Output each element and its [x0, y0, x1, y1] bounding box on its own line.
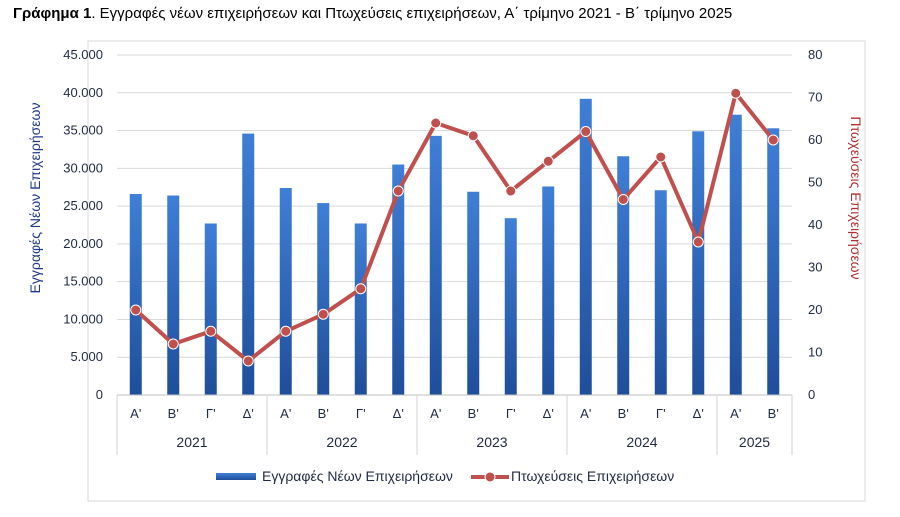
legend: Εγγραφές Νέων Επιχειρήσεων Πτωχεύσεις Επι… — [216, 468, 674, 484]
category-label: Β' — [618, 406, 629, 421]
line-point — [205, 325, 217, 337]
legend-label-line: Πτωχεύσεις Επιχειρήσεων — [511, 468, 674, 484]
year-label: 2023 — [476, 434, 507, 450]
line-point — [280, 325, 292, 337]
category-label: Γ' — [656, 406, 666, 421]
legend-label-bar: Εγγραφές Νέων Επιχειρήσεων — [262, 468, 453, 484]
category-label: Β' — [168, 406, 179, 421]
left-tick-label: 10.000 — [63, 311, 103, 326]
category-label: Δ' — [693, 406, 704, 421]
bar — [579, 98, 592, 396]
year-label: 2025 — [739, 434, 770, 450]
year-label: 2022 — [326, 434, 357, 450]
category-label: Γ' — [356, 406, 366, 421]
legend-swatch-marker — [484, 471, 496, 483]
bar — [429, 135, 442, 395]
left-tick-label: 20.000 — [63, 236, 103, 251]
line-point — [692, 236, 704, 248]
category-label: Α' — [430, 406, 441, 421]
right-tick-label: 40 — [808, 217, 822, 232]
year-label: 2021 — [176, 434, 207, 450]
left-tick-label: 45.000 — [63, 47, 103, 62]
bar — [392, 164, 405, 395]
line-series — [130, 87, 779, 367]
category-label: Δ' — [543, 406, 554, 421]
right-tick-label: 50 — [808, 175, 822, 190]
line-point — [317, 308, 329, 320]
bar — [204, 223, 217, 395]
caption-bold: Γράφημα 1 — [13, 5, 92, 22]
gridlines — [117, 54, 792, 396]
right-tick-label: 30 — [808, 260, 822, 275]
line-point — [467, 130, 479, 142]
category-label: Γ' — [206, 406, 216, 421]
bar — [242, 133, 255, 396]
left-axis-label: Εγγραφές Νέων Επιχειρήσεων — [27, 103, 43, 294]
right-axis: 0 10 20 30 40 50 60 70 80 — [808, 47, 822, 402]
left-tick-label: 30.000 — [63, 160, 103, 175]
right-tick-label: 60 — [808, 132, 822, 147]
category-label: Δ' — [243, 406, 254, 421]
category-label: Β' — [768, 406, 779, 421]
line-point — [392, 185, 404, 197]
right-axis-label: Πτωχεύσεις Επιχειρήσεων — [848, 116, 864, 279]
right-tick-label: 20 — [808, 302, 822, 317]
bar — [767, 128, 780, 396]
left-tick-label: 40.000 — [63, 85, 103, 100]
x-axis: Α' Β' Γ' Δ' Α' Β' Γ' Δ' Α' Β' Γ' Δ' Α' Β' Γ' Δ' Α' Β' 2021… — [116, 394, 793, 455]
bankruptcies-line — [134, 91, 775, 363]
right-tick-label: 10 — [808, 345, 822, 360]
bar — [542, 186, 555, 395]
bar — [692, 131, 705, 396]
line-point — [130, 304, 142, 316]
left-tick-label: 25.000 — [63, 198, 103, 213]
line-point — [617, 194, 629, 205]
category-label: Α' — [580, 406, 591, 421]
bar — [729, 114, 742, 395]
line-point — [242, 355, 254, 367]
line-point — [580, 126, 592, 137]
line-point — [355, 283, 367, 295]
bar — [129, 194, 142, 395]
legend-swatch-bar — [216, 473, 256, 480]
right-tick-label: 70 — [808, 90, 822, 105]
bar — [504, 218, 517, 395]
category-label: Β' — [318, 406, 329, 421]
line-point — [505, 185, 517, 197]
category-label: Α' — [130, 406, 141, 421]
left-tick-label: 5.000 — [70, 349, 103, 364]
category-label: Β' — [468, 406, 479, 421]
bar — [279, 187, 292, 395]
bar — [317, 203, 330, 395]
line-point — [767, 134, 779, 146]
left-tick-label: 15.000 — [63, 274, 103, 289]
left-tick-label: 35.000 — [63, 123, 103, 138]
chart-caption: Γράφημα 1. Εγγραφές νέων επιχειρήσεων κα… — [13, 5, 732, 22]
line-point — [542, 155, 554, 167]
bar — [167, 195, 180, 395]
line-point — [730, 87, 742, 99]
left-tick-label: 0 — [96, 387, 103, 402]
line-point — [430, 117, 442, 129]
bar — [354, 223, 367, 395]
line-point — [655, 151, 667, 163]
caption-text: . Εγγραφές νέων επιχειρήσεων και Πτωχεύσ… — [91, 5, 733, 22]
category-label: Γ' — [506, 406, 516, 421]
bar-series — [129, 98, 780, 396]
line-point — [167, 338, 179, 350]
category-label: Α' — [730, 406, 741, 421]
category-label: Α' — [280, 406, 291, 421]
year-label: 2024 — [626, 434, 657, 450]
right-tick-label: 80 — [808, 47, 822, 62]
bar — [617, 156, 630, 395]
category-label: Δ' — [393, 406, 404, 421]
bar — [654, 190, 667, 395]
right-tick-label: 0 — [808, 387, 815, 402]
left-axis: 0 5.000 10.000 15.000 20.000 25.000 30.000 35.0… — [63, 47, 103, 402]
bar — [467, 191, 480, 395]
